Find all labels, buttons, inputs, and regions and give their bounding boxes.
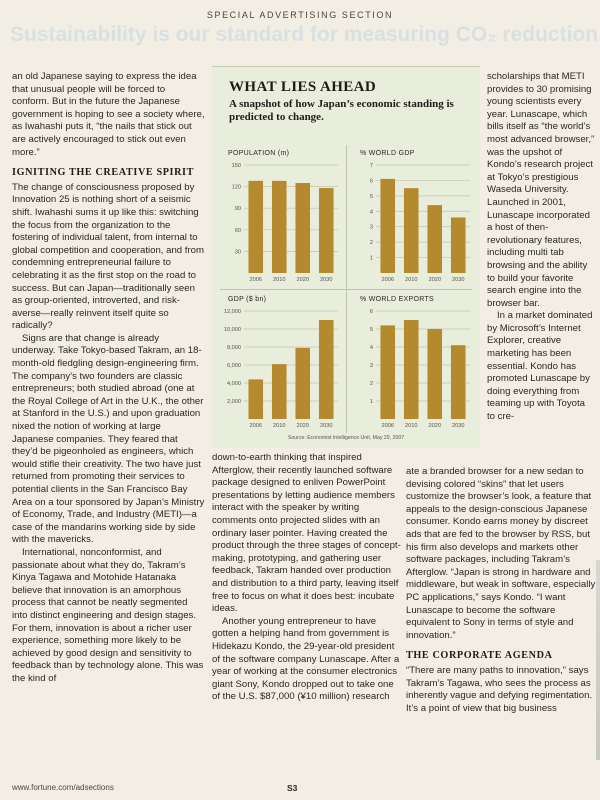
y-tick-label: 5 [370, 194, 373, 200]
gdp-chart-svg: 2,000 4,000 6,000 8,000 10,000 12,000 2006 2010… [224, 309, 338, 429]
x-tick-label: 2020 [429, 423, 441, 429]
world-gdp-chart-svg: 1 2 3 4 5 6 7 2006 2010 2020 2030 [370, 163, 470, 283]
chart-title: POPULATION (m) [228, 150, 290, 157]
y-tick-label: 4 [370, 209, 373, 215]
bar [450, 217, 466, 273]
y-tick-label: 1 [370, 399, 373, 405]
bar [295, 183, 311, 273]
y-tick-label: 5 [370, 327, 373, 333]
y-tick-label: 4,000 [227, 381, 241, 387]
x-tick-label: 2020 [297, 423, 309, 429]
bar [318, 320, 334, 419]
body-paragraph: Signs are that change is already underwa… [12, 332, 205, 546]
y-tick-label: 4 [370, 345, 373, 351]
footer-url[interactable]: www.fortune.com/adsections [12, 783, 114, 792]
y-tick-label: 120 [232, 185, 241, 191]
body-paragraph: In a market dominated by Microsoft’s Int… [487, 310, 593, 423]
y-tick-label: 150 [232, 163, 241, 169]
adjacent-page-edge [596, 560, 600, 760]
x-tick-label: 2010 [273, 423, 285, 429]
x-tick-label: 2030 [320, 277, 332, 283]
bar [295, 347, 311, 419]
body-paragraph: Another young entrepreneur to have gotte… [212, 615, 400, 703]
section-heading: IGNITING THE CREATIVE SPIRIT [12, 167, 195, 179]
y-tick-label: 2 [370, 240, 373, 246]
x-tick-label: 2020 [297, 277, 309, 283]
x-tick-label: 2030 [452, 277, 464, 283]
y-tick-label: 2 [370, 381, 373, 387]
y-tick-label: 1 [370, 256, 373, 262]
body-paragraph: The change of consciousness proposed by … [12, 181, 204, 332]
world-exports-chart-svg: 1 2 3 4 5 6 2006 2010 2020 2030 [370, 309, 470, 429]
x-tick-label: 2010 [405, 277, 417, 283]
bar [380, 178, 396, 273]
y-tick-label: 6,000 [227, 363, 241, 369]
chart-title: % WORLD EXPORTS [360, 296, 434, 303]
y-tick-label: 30 [235, 249, 241, 255]
article-column-3-bottom: ate a branded browser for a new sedan to… [406, 466, 596, 796]
x-tick-label: 2006 [382, 423, 394, 429]
x-tick-label: 2030 [452, 423, 464, 429]
bar [318, 188, 334, 273]
population-chart-svg: 30 60 90 120 150 2006 2010 2020 2030 [232, 163, 338, 283]
bar [427, 329, 443, 419]
x-tick-label: 2006 [382, 277, 394, 283]
bar [248, 379, 264, 419]
x-tick-label: 2020 [429, 277, 441, 283]
y-tick-label: 2,000 [227, 399, 241, 405]
x-tick-label: 2010 [273, 277, 285, 283]
bar [248, 180, 264, 273]
article-column-3-top: scholarships that METI provides to 30 pr… [487, 71, 595, 466]
banner-headline: Sustainability is our standard for measu… [10, 23, 600, 46]
body-paragraph: an old Japanese saying to express the id… [12, 71, 205, 158]
x-tick-label: 2010 [405, 423, 417, 429]
y-tick-label: 3 [370, 225, 373, 231]
y-tick-label: 7 [370, 163, 373, 169]
bar [450, 345, 466, 419]
y-tick-label: 8,000 [227, 345, 241, 351]
page-number: S3 [287, 783, 298, 793]
y-tick-label: 90 [235, 206, 241, 212]
section-label: SPECIAL ADVERTISING SECTION [206, 10, 394, 20]
bar [403, 188, 419, 273]
chart-title: % WORLD GDP [360, 150, 415, 157]
x-tick-label: 2030 [320, 423, 332, 429]
chart-title: GDP ($ bn) [228, 296, 267, 303]
y-tick-label: 6 [370, 309, 373, 315]
panel-divider-horizontal [220, 289, 472, 290]
article-column-2: down-to-earth thinking that inspired Aft… [212, 452, 403, 792]
body-paragraph: “There are many paths to innovation,” sa… [406, 664, 593, 714]
y-tick-label: 12,000 [224, 309, 241, 315]
x-tick-label: 2006 [250, 423, 262, 429]
y-tick-label: 10,000 [224, 327, 241, 333]
y-tick-label: 6 [370, 178, 373, 184]
world-gdp-chart: % WORLD GDP 1 2 3 4 5 6 7 2006 2010 2020 2030 [350, 147, 476, 287]
y-tick-label: 60 [235, 228, 241, 234]
body-paragraph: International, nonconformist, and passio… [12, 546, 204, 684]
panel-subtitle: A snapshot of how Japan’s economic stand… [229, 98, 454, 123]
bar [427, 205, 443, 273]
world-exports-chart: % WORLD EXPORTS 1 2 3 4 5 6 2006 2010 2020 2030 [350, 293, 476, 433]
bar [271, 180, 287, 273]
bar [403, 320, 419, 419]
bar [271, 364, 287, 419]
bar [380, 325, 396, 419]
source-note: Source: Economist Intelligence Unit, May… [287, 435, 405, 441]
gdp-chart: GDP ($ bn) 2,000 4,000 6,000 8,000 10,000 12,… [218, 293, 344, 433]
x-tick-label: 2006 [250, 277, 262, 283]
panel-title: WHAT LIES AHEAD [229, 79, 377, 95]
article-column-1: an old Japanese saying to express the id… [12, 71, 205, 786]
section-heading: THE CORPORATE AGENDA [406, 650, 553, 662]
body-paragraph: scholarships that METI provides to 30 pr… [487, 71, 595, 309]
population-chart: POPULATION (m) 30 60 90 120 150 2006 2010 2020 2… [218, 147, 344, 287]
y-tick-label: 3 [370, 363, 373, 369]
body-paragraph: down-to-earth thinking that inspired Aft… [212, 452, 401, 615]
body-paragraph: ate a branded browser for a new sedan to… [406, 466, 596, 641]
what-lies-ahead-panel: WHAT LIES AHEAD A snapshot of how Japan’… [212, 66, 480, 448]
